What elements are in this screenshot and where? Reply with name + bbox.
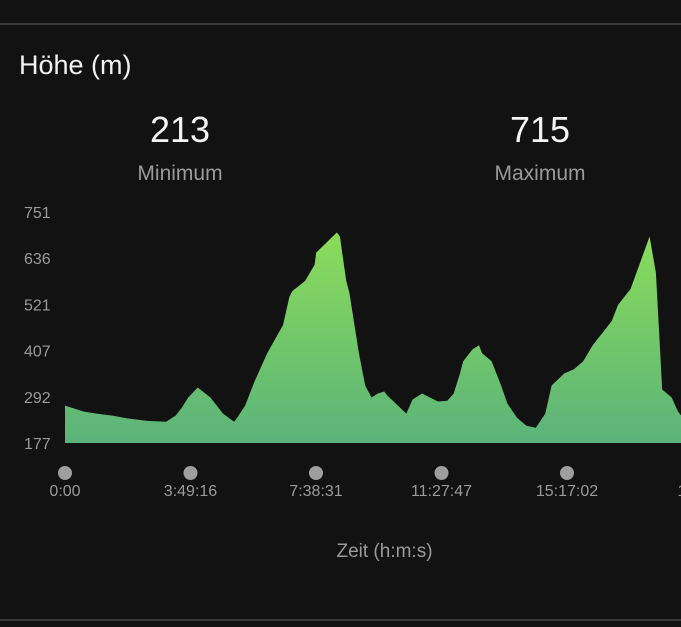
minimum-stat: 213 Minimum <box>80 112 280 186</box>
x-tick-label: 15:17:02 <box>536 483 598 500</box>
y-tick-label: 751 <box>24 205 51 222</box>
maximum-value: 715 <box>509 109 571 150</box>
maximum-stat: 715 Maximum <box>440 112 640 186</box>
elevation-chart: 751 636 521 407 292 177 0:00 3:49:16 7:38:31 11:… <box>24 205 681 500</box>
bottom-divider <box>0 619 681 621</box>
elevation-area <box>65 232 681 443</box>
x-tick-label: 11:27:47 <box>411 483 472 500</box>
x-tick-label: 7:38:31 <box>289 483 342 500</box>
x-tick-label: 19:0 <box>678 483 681 500</box>
y-tick-label: 177 <box>24 436 51 453</box>
minimum-value: 213 <box>149 109 211 150</box>
x-marker <box>183 466 198 480</box>
top-divider <box>0 23 681 25</box>
x-marker <box>58 466 72 480</box>
x-tick-label: 0:00 <box>49 483 80 500</box>
y-tick-label: 636 <box>24 251 51 268</box>
x-axis-markers <box>58 466 574 480</box>
chart-title: Höhe (m) <box>19 50 132 80</box>
x-marker <box>309 466 323 480</box>
x-axis-label: Zeit (h:m:s) <box>0 541 681 563</box>
x-marker <box>560 466 574 480</box>
x-axis-label-text: Zeit (h:m:s) <box>336 541 433 562</box>
y-tick-label: 407 <box>24 344 51 361</box>
maximum-label: Maximum <box>494 162 586 185</box>
x-marker <box>434 466 449 480</box>
minimum-label: Minimum <box>137 162 223 185</box>
x-tick-label: 3:49:16 <box>164 483 217 500</box>
y-tick-label: 292 <box>24 390 51 407</box>
y-axis-ticks: 751 636 521 407 292 177 <box>24 205 51 453</box>
y-tick-label: 521 <box>24 297 51 314</box>
x-axis-ticks: 0:00 3:49:16 7:38:31 11:27:47 15:17:02 19:0 <box>49 483 681 500</box>
